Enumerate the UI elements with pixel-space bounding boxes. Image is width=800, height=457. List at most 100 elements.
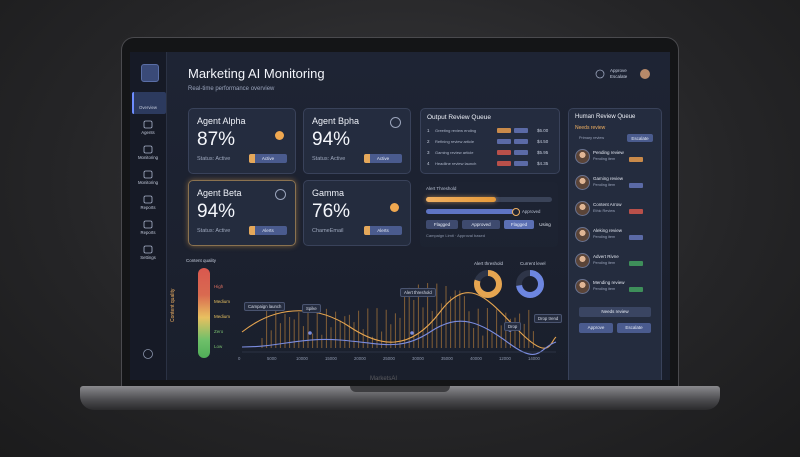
review-button[interactable]: Approve [579,323,613,333]
review-item-title[interactable]: Advert Rivne [593,254,619,259]
review-item-title[interactable]: Gaming review [593,176,624,181]
threshold-panel: Alert Threshold Approved Flagged Approved Fl… [420,182,558,247]
threshold-note: Campaign Limit · Approval based [426,233,485,238]
review-badge [629,287,643,292]
queue-index: 2 [427,139,430,144]
x-tick-label: 5000 [267,356,277,361]
review-avatar [575,201,590,216]
logo[interactable] [141,64,159,82]
threshold-title: Alert Threshold [426,186,457,191]
header-action-label[interactable]: Escalate [610,74,628,79]
review-item-title[interactable]: Mending review [593,280,625,285]
page-title: Marketing AI Monitoring [188,66,325,81]
laptop-notch [350,386,450,392]
sidebar-icon [143,245,153,254]
queue-tag [497,150,511,155]
status-icon [390,117,401,128]
review-button[interactable]: Needs review [579,307,651,317]
x-tick-label: 0 [238,356,241,361]
review-badge [629,209,643,214]
x-tick-label: 14000 [528,356,540,361]
queue-tag [497,139,511,144]
agent-button[interactable]: Active [364,154,402,163]
threshold-button[interactable]: Using [539,222,551,227]
queue-tag [497,128,511,133]
sidebar-item[interactable]: Monitoring [137,155,159,160]
agent-name: Gamma [312,188,345,198]
threshold-button[interactable]: Flagged [504,220,534,229]
sidebar-item[interactable]: Monitoring [137,180,159,185]
sidebar-settings [143,349,153,359]
review-item-title[interactable]: Content Arrow [593,202,622,207]
agent-status: Status: Active [197,228,231,234]
agent-card[interactable]: Agent Beta 94% Status: Active Alerts [188,180,296,246]
agent-card[interactable]: Agent Alpha 87% Status: Active Active [188,108,296,174]
gauge-level: Low [214,344,223,349]
agent-button[interactable]: Active [249,154,287,163]
queue-amount: $4.35 [537,161,549,166]
review-queue: Human Review Queue Needs review Primary re… [568,108,662,380]
queue-index: 1 [427,128,430,133]
agent-name: Agent Bpha [312,116,360,126]
chart-annotation: Drop trend [534,314,563,323]
review-subtitle: Needs review [575,125,606,131]
sidebar-icon [143,195,153,204]
review-item-title[interactable]: Aleking review [593,228,623,233]
x-tick-label: 12000 [499,356,511,361]
agent-card[interactable]: Agent Bpha 94% Status: Active Active [303,108,411,174]
queue-amount: $6.00 [537,128,549,133]
review-item-title[interactable]: Pending review [593,150,624,155]
review-avatar [575,253,590,268]
sidebar-item[interactable]: Overview [139,105,157,110]
agent-button[interactable]: Alerts [249,226,287,235]
x-tick-label: 25000 [383,356,395,361]
threshold-button[interactable]: Flagged [426,220,458,229]
header-action-label[interactable]: Approve [610,68,627,73]
x-tick-label: 10000 [296,356,308,361]
x-tick-label: 30000 [412,356,424,361]
queue-title: Output Review Queue [427,114,491,121]
slider-knob[interactable] [512,208,520,216]
review-badge [629,261,643,266]
review-item-subtitle: Pending item [593,287,616,291]
review-avatar [575,279,590,294]
review-item-subtitle: Pending item [593,157,616,161]
chart-annotation: Campaign launch [244,302,286,311]
queue-tag [514,150,528,155]
agent-score: 76% [312,201,351,222]
sidebar-item[interactable]: Reports [140,230,156,235]
threshold-button[interactable]: Approved [462,220,500,229]
review-item-subtitle: Pending item [593,235,616,239]
review-button[interactable]: Escalate [617,323,651,333]
status-icon [275,189,286,200]
trend-line [241,320,557,355]
sidebar-item[interactable]: Agents [141,130,155,135]
header-icon [595,69,605,79]
status-icon [275,131,284,140]
chart-annotation: Alert threshold [400,288,436,297]
screen: Marketing AI Monitoring Real-time perfor… [130,52,670,380]
slider-track[interactable] [426,209,514,214]
gauge-level: High [214,284,224,289]
queue-amount: $4.50 [537,139,549,144]
sidebar-icon [143,120,153,129]
queue-tag [514,139,528,144]
agent-name: Agent Beta [197,188,242,198]
queue-tag [497,161,511,166]
review-item-subtitle: Ethic Review [593,209,615,213]
x-tick-label: 15000 [325,356,337,361]
sidebar-item[interactable]: Reports [140,205,156,210]
button-accent [364,226,370,235]
agent-card[interactable]: Gamma 76% ChameEmail Alerts [303,180,411,246]
review-title: Human Review Queue [575,114,636,120]
trend-point [308,331,312,335]
review-filter-button[interactable]: Escalate [627,134,653,142]
agent-button[interactable]: Alerts [364,226,402,235]
threshold-legend: Approved [522,209,541,214]
queue-amount: $5.95 [537,150,549,155]
button-accent [364,154,370,163]
agent-status: Status: Active [197,156,231,162]
sidebar-item[interactable]: Settings [140,255,156,260]
review-badge [629,235,643,240]
chart-annotation: Drop [504,322,522,331]
